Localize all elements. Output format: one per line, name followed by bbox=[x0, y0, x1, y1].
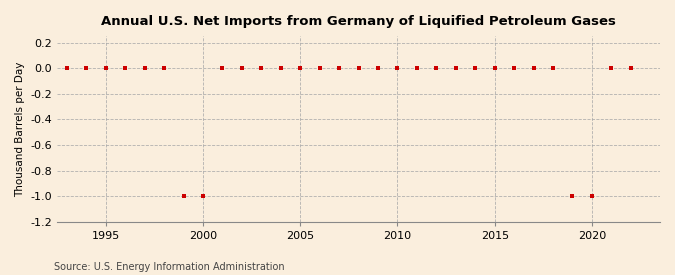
Text: Source: U.S. Energy Information Administration: Source: U.S. Energy Information Administ… bbox=[54, 262, 285, 272]
Title: Annual U.S. Net Imports from Germany of Liquified Petroleum Gases: Annual U.S. Net Imports from Germany of … bbox=[101, 15, 616, 28]
Y-axis label: Thousand Barrels per Day: Thousand Barrels per Day bbox=[15, 61, 25, 197]
